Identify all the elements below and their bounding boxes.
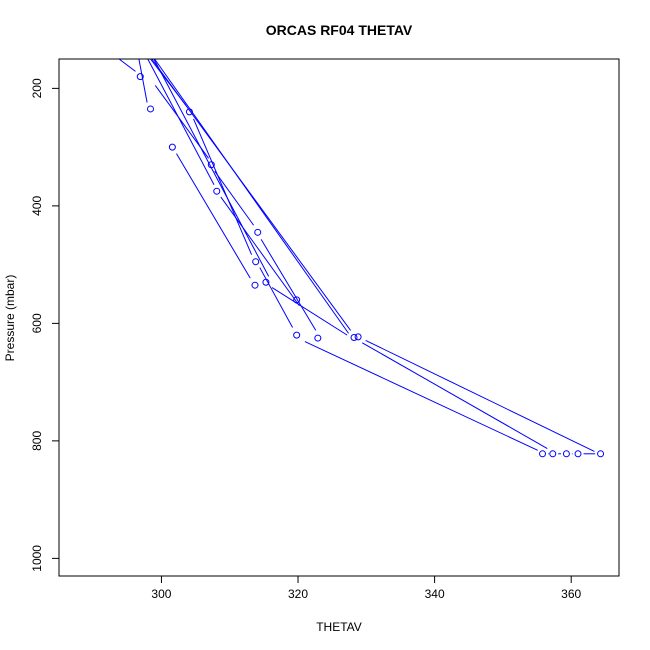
series-segment	[304, 341, 538, 451]
series-segment	[193, 118, 253, 255]
x-tick-label: 340	[425, 587, 445, 601]
x-tick-label: 320	[288, 587, 308, 601]
series-segment	[176, 153, 251, 279]
data-point	[252, 258, 260, 266]
data-point	[350, 333, 358, 341]
y-axis: 200 400 600 800 1000	[30, 78, 60, 572]
data-point	[136, 73, 144, 81]
y-tick-label: 800	[30, 431, 44, 451]
chart-title: ORCAS RF04 THETAV	[266, 22, 413, 38]
series-segment	[220, 196, 300, 307]
data-point	[354, 333, 362, 341]
y-axis-label: Pressure (mbar)	[3, 275, 17, 362]
plot-frame	[58, 58, 620, 577]
y-tick-label: 600	[30, 313, 44, 333]
plot-points	[136, 73, 605, 458]
data-point	[251, 281, 259, 289]
data-point	[597, 450, 605, 458]
series-segment	[365, 339, 595, 452]
x-axis-label: THETAV	[316, 620, 362, 634]
data-point	[147, 105, 155, 113]
series-segment	[271, 287, 348, 336]
x-tick-label: 360	[561, 587, 581, 601]
series-segment	[154, 58, 349, 334]
series-segment	[118, 58, 136, 72]
data-point	[293, 296, 301, 304]
data-point	[314, 334, 322, 342]
y-tick-label: 200	[30, 78, 44, 98]
series-segment	[214, 170, 255, 226]
plot-lines	[118, 58, 596, 455]
data-point	[185, 108, 193, 116]
y-tick-label: 400	[30, 196, 44, 216]
data-point	[213, 187, 221, 195]
data-point	[562, 450, 570, 458]
data-point	[539, 450, 547, 458]
x-axis: 300 320 340 360	[151, 575, 582, 601]
data-point	[207, 161, 215, 169]
data-point	[262, 278, 270, 286]
data-point	[168, 143, 176, 151]
series-segment	[260, 239, 317, 331]
data-point	[549, 450, 557, 458]
y-tick-label: 1000	[30, 545, 44, 572]
series-segment	[259, 267, 293, 328]
series-segment	[151, 58, 352, 331]
data-point	[254, 228, 262, 236]
series-segment	[147, 58, 215, 185]
x-tick-label: 300	[151, 587, 171, 601]
data-point	[293, 331, 301, 339]
series-segment	[361, 342, 548, 449]
data-point	[574, 450, 582, 458]
series-segment	[138, 58, 148, 103]
